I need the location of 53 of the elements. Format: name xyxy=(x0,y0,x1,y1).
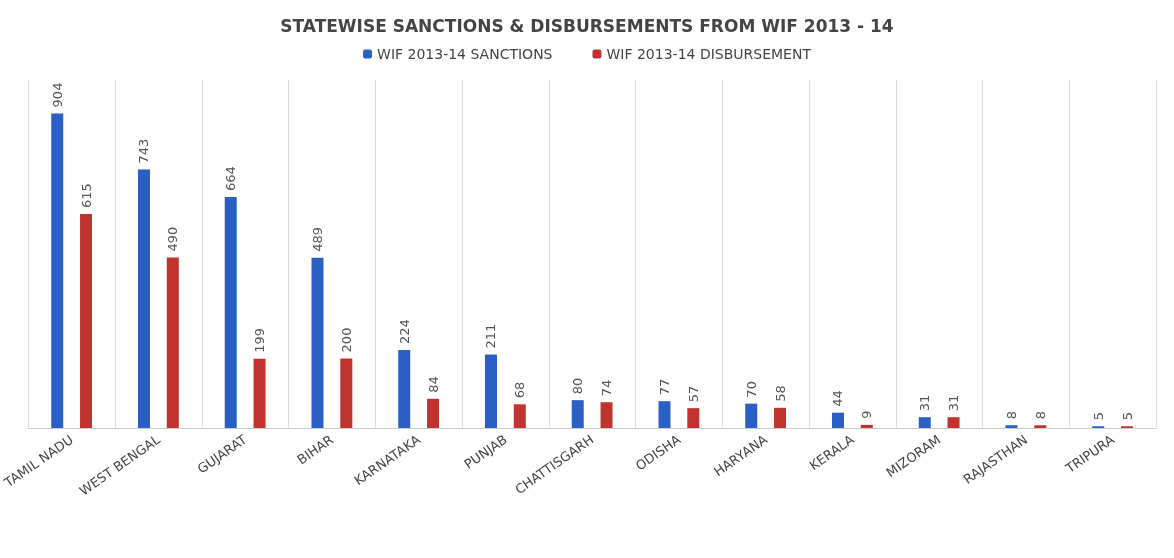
data-label: 489 xyxy=(309,227,325,252)
data-label: 68 xyxy=(512,381,528,399)
bar xyxy=(484,354,497,428)
data-label: 5 xyxy=(1119,411,1135,421)
data-label: 31 xyxy=(917,394,933,412)
bar xyxy=(860,424,873,428)
data-label: 199 xyxy=(252,327,268,353)
data-label: 224 xyxy=(396,319,412,345)
data-label: 77 xyxy=(656,378,672,396)
bar xyxy=(513,404,526,428)
data-label: 80 xyxy=(570,377,586,395)
data-label: 8 xyxy=(1032,410,1048,420)
data-label: 211 xyxy=(483,323,499,349)
data-label: 743 xyxy=(136,138,152,164)
data-label: 74 xyxy=(599,379,615,397)
legend-label: WIF 2013-14 SANCTIONS xyxy=(377,46,553,62)
bar xyxy=(600,402,613,428)
chart-title: STATEWISE SANCTIONS & DISBURSEMENTS FROM WIF 2013 - 14 xyxy=(280,15,894,36)
bar xyxy=(947,417,960,428)
data-label: 57 xyxy=(685,385,701,403)
bar xyxy=(1034,425,1047,428)
bar xyxy=(658,401,671,428)
data-label: 615 xyxy=(78,183,94,208)
bar xyxy=(137,169,150,428)
data-label: 58 xyxy=(772,385,788,402)
data-label: 5 xyxy=(1090,411,1106,421)
legend-label: WIF 2013-14 DISBURSEMENT xyxy=(606,46,812,62)
bar xyxy=(51,113,64,428)
data-label: 9 xyxy=(859,410,875,419)
bar xyxy=(1005,425,1018,428)
bar xyxy=(774,407,787,428)
bar xyxy=(253,358,266,428)
bar xyxy=(571,400,584,428)
data-label: 664 xyxy=(223,166,239,191)
bar xyxy=(80,213,93,428)
data-label: 84 xyxy=(425,376,441,393)
data-label: 44 xyxy=(830,390,846,407)
bar xyxy=(687,408,700,428)
data-label: 70 xyxy=(743,381,759,398)
bar xyxy=(311,257,324,428)
bar xyxy=(745,403,758,428)
data-label: 904 xyxy=(49,82,65,108)
bar xyxy=(427,398,440,428)
data-label: 31 xyxy=(946,394,962,412)
bar xyxy=(398,350,411,428)
data-label: 490 xyxy=(165,226,181,252)
bar xyxy=(166,257,179,428)
bar xyxy=(340,358,353,428)
bar xyxy=(224,196,237,428)
data-label: 200 xyxy=(338,327,354,353)
bar xyxy=(831,412,844,428)
data-label: 8 xyxy=(1003,410,1019,420)
bar xyxy=(918,417,931,428)
